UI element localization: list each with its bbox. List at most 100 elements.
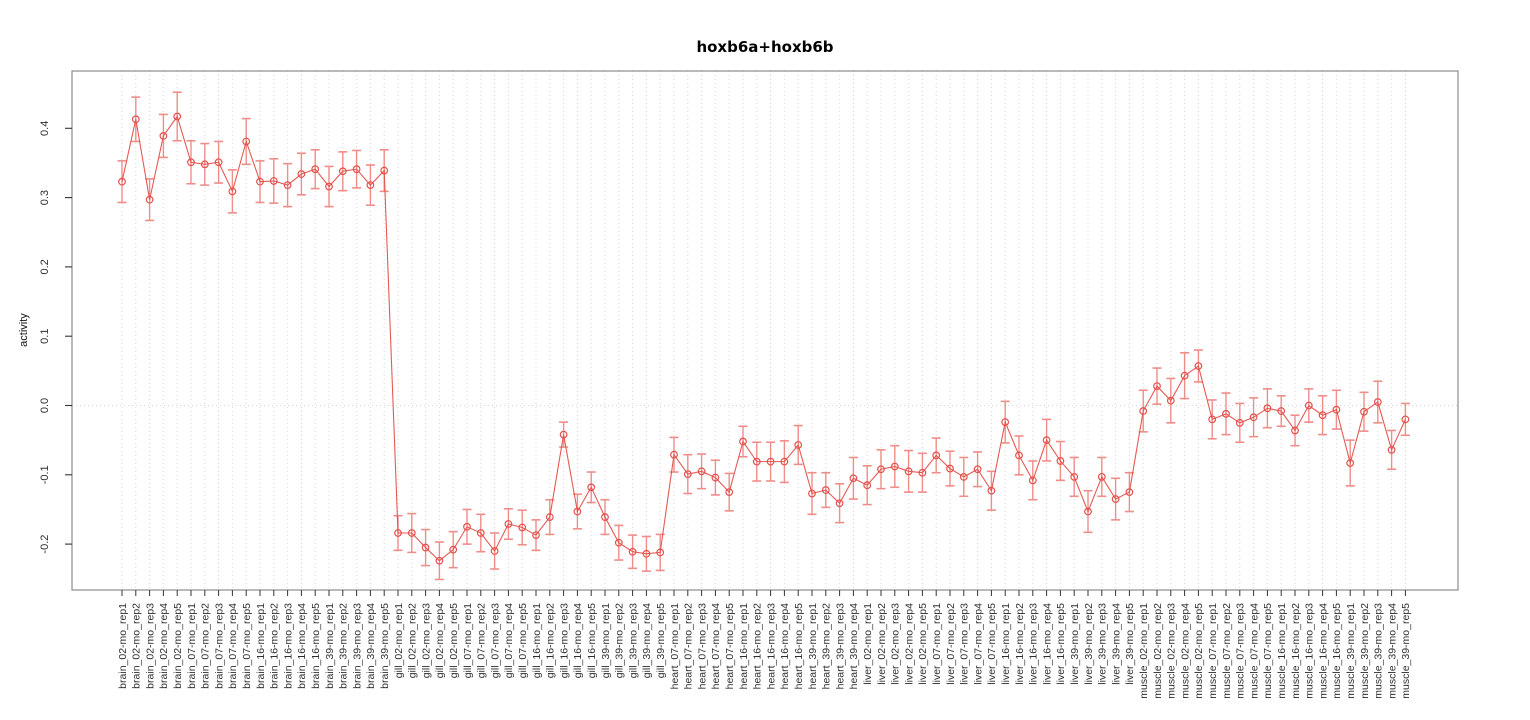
plot-border [71, 70, 1459, 591]
x-tick-label: heart_07-mo_rep4 [710, 603, 722, 690]
data-point [311, 165, 320, 174]
series-polyline [121, 115, 1406, 562]
x-tick-label: liver_07-mo_rep1 [931, 603, 943, 685]
y-axis: -0.2 -0.1 0.0 0.1 0.2 0.3 0.4 [39, 121, 72, 554]
data-point [1194, 362, 1203, 370]
chart-title: hoxb6a+hoxb6b [696, 38, 833, 56]
x-tick-label: gill_07-mo_rep5 [517, 603, 529, 678]
x-tick-label: gill_07-mo_rep1 [462, 603, 474, 678]
x-tick-label: gill_07-mo_rep3 [489, 603, 501, 678]
x-tick-label: liver_02-mo_rep3 [890, 603, 902, 685]
x-tick-label: heart_39-mo_rep1 [807, 603, 819, 690]
data-point [145, 195, 154, 204]
data-point [725, 488, 734, 497]
data-point [877, 465, 885, 474]
data-point [1166, 396, 1175, 405]
data-point [1222, 409, 1230, 418]
x-tick-label: gill_16-mo_rep5 [586, 603, 598, 678]
data-point [1208, 415, 1217, 424]
y-tick-label: -0.1 [39, 465, 51, 484]
x-tick-label: brain_02-mo_rep5 [172, 603, 184, 689]
data-point [1235, 418, 1244, 427]
x-tick-label: brain_16-mo_rep4 [296, 603, 308, 689]
data-point [642, 549, 651, 558]
data-point [711, 473, 720, 482]
data-point [1387, 445, 1396, 454]
data-point [435, 556, 444, 565]
data-points [118, 112, 1410, 565]
series-line [121, 115, 1406, 562]
x-tick-label: heart_16-mo_rep2 [752, 603, 764, 690]
x-tick-label: brain_16-mo_rep5 [310, 603, 322, 689]
data-point [808, 489, 816, 498]
x-tick-label: liver_16-mo_rep3 [1028, 603, 1040, 685]
data-point [918, 468, 927, 477]
data-point [352, 165, 361, 174]
x-tick-label: muscle_07-mo_rep5 [1262, 603, 1274, 699]
error-bar [117, 160, 127, 204]
data-point [670, 450, 678, 459]
data-point [159, 132, 168, 140]
data-point [490, 547, 499, 555]
x-tick-label: brain_07-mo_rep3 [213, 603, 225, 689]
data-point [1373, 398, 1382, 406]
data-point [421, 543, 430, 552]
data-point [518, 523, 527, 532]
x-tick-label: muscle_39-mo_rep3 [1373, 603, 1385, 699]
x-tick-label: heart_07-mo_rep5 [724, 603, 736, 690]
data-point [269, 177, 278, 185]
data-point [173, 112, 182, 121]
data-point [959, 472, 968, 481]
data-point [476, 529, 485, 537]
data-point [1332, 405, 1341, 414]
x-tick-label: gill_07-mo_rep2 [476, 603, 488, 678]
x-tick-label: liver_39-mo_rep5 [1124, 603, 1136, 685]
x-tick-label: muscle_02-mo_rep2 [1152, 603, 1164, 699]
x-tick-label: brain_02-mo_rep4 [158, 603, 170, 689]
x-tick-label: liver_07-mo_rep3 [959, 603, 971, 685]
data-point [1277, 407, 1286, 415]
x-tick-label: liver_39-mo_rep1 [1069, 603, 1081, 685]
x-tick-label: brain_07-mo_rep2 [200, 603, 212, 689]
x-tick-label: brain_02-mo_rep3 [144, 603, 156, 689]
y-tick-label: 0.1 [39, 329, 51, 344]
x-tick-label: heart_07-mo_rep3 [696, 603, 708, 690]
x-tick-label: brain_16-mo_rep1 [255, 603, 267, 689]
x-tick-label: muscle_07-mo_rep4 [1248, 603, 1260, 699]
x-tick-label: muscle_16-mo_rep2 [1290, 603, 1302, 699]
data-point [601, 513, 609, 521]
data-point [739, 437, 747, 446]
x-tick-label: liver_02-mo_rep5 [917, 603, 929, 685]
data-point [1263, 404, 1272, 413]
data-point [338, 167, 347, 176]
data-point [1180, 371, 1189, 380]
x-tick-label: brain_16-mo_rep2 [269, 603, 281, 689]
data-point [545, 513, 554, 521]
data-point [794, 441, 803, 449]
data-point [463, 522, 471, 531]
data-point [214, 158, 223, 167]
x-tick-label: muscle_02-mo_rep1 [1138, 603, 1150, 699]
data-point [835, 499, 844, 508]
x-tick-label: heart_16-mo_rep1 [738, 603, 750, 690]
y-tick-label: -0.2 [39, 535, 51, 554]
data-point [628, 547, 637, 556]
data-point [573, 507, 582, 516]
data-point [228, 187, 237, 196]
y-axis-label: activity [18, 313, 30, 347]
x-tick-label: brain_39-mo_rep4 [365, 603, 377, 689]
data-point [697, 467, 706, 476]
x-tick-label: gill_02-mo_rep3 [420, 603, 432, 678]
data-point [1111, 495, 1120, 503]
x-tick-label: muscle_16-mo_rep3 [1304, 603, 1316, 699]
x-tick-label: heart_39-mo_rep2 [821, 603, 833, 690]
data-point [987, 486, 996, 495]
data-point [1249, 413, 1258, 422]
x-tick-label: heart_39-mo_rep4 [848, 603, 860, 690]
data-point [1304, 401, 1313, 410]
data-point [407, 529, 416, 537]
data-point [1125, 488, 1134, 497]
data-point [504, 520, 513, 528]
data-point [863, 481, 872, 490]
x-tick-label: liver_07-mo_rep4 [972, 603, 984, 685]
